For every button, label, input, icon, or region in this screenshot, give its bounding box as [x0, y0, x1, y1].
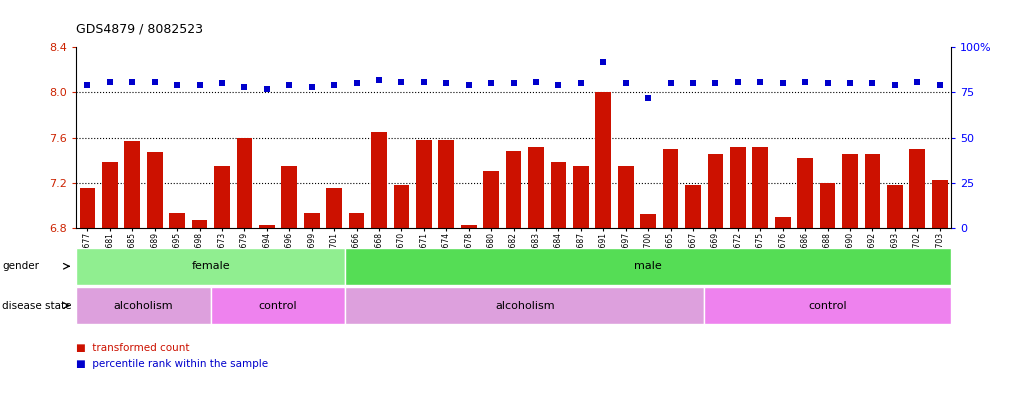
Bar	[146, 152, 163, 228]
Point	[236, 84, 252, 90]
Bar	[346, 287, 704, 324]
Bar	[641, 215, 656, 228]
Bar	[753, 147, 768, 228]
Bar	[211, 287, 346, 324]
Point	[146, 78, 163, 84]
Point	[617, 80, 634, 86]
Bar	[282, 166, 297, 228]
Bar	[932, 180, 948, 228]
Point	[775, 80, 791, 86]
Bar	[79, 188, 96, 228]
Text: male: male	[635, 261, 662, 271]
Point	[124, 78, 140, 84]
Bar	[371, 132, 386, 228]
Point	[550, 82, 566, 88]
Text: gender: gender	[2, 261, 39, 271]
Text: alcoholism: alcoholism	[495, 301, 554, 310]
Point	[79, 82, 96, 88]
Text: control: control	[258, 301, 297, 310]
Bar	[887, 185, 903, 228]
Point	[842, 80, 858, 86]
Bar	[708, 154, 723, 228]
Bar	[326, 188, 342, 228]
Point	[528, 78, 544, 84]
Point	[349, 80, 365, 86]
Point	[416, 78, 432, 84]
Point	[102, 78, 118, 84]
Bar	[102, 162, 118, 228]
Bar	[595, 92, 611, 228]
Bar	[550, 162, 566, 228]
Point	[932, 82, 948, 88]
Bar	[797, 158, 813, 228]
Point	[394, 78, 410, 84]
Text: ■  transformed count: ■ transformed count	[76, 343, 190, 353]
Bar	[573, 166, 589, 228]
Bar	[618, 166, 634, 228]
Bar	[76, 287, 211, 324]
Point	[281, 82, 297, 88]
Point	[640, 95, 656, 101]
Point	[909, 78, 925, 84]
Point	[483, 80, 499, 86]
Text: disease state: disease state	[2, 301, 71, 310]
Point	[684, 80, 701, 86]
Point	[573, 80, 589, 86]
Point	[797, 78, 814, 84]
Bar	[237, 138, 252, 228]
Bar	[215, 166, 230, 228]
Bar	[864, 154, 881, 228]
Point	[371, 77, 387, 83]
Bar	[483, 171, 499, 228]
Point	[820, 80, 836, 86]
Point	[707, 80, 723, 86]
Bar	[438, 140, 455, 228]
Bar	[820, 183, 835, 228]
Text: GDS4879 / 8082523: GDS4879 / 8082523	[76, 22, 203, 35]
Text: control: control	[809, 301, 847, 310]
Point	[461, 82, 477, 88]
Bar	[704, 287, 951, 324]
Text: ■  percentile rank within the sample: ■ percentile rank within the sample	[76, 358, 268, 369]
Bar	[76, 248, 346, 285]
Point	[753, 78, 769, 84]
Bar	[528, 147, 544, 228]
Point	[505, 80, 522, 86]
Bar	[349, 213, 364, 228]
Bar	[842, 154, 857, 228]
Point	[438, 80, 455, 86]
Point	[595, 59, 611, 65]
Point	[258, 86, 275, 92]
Bar	[192, 220, 207, 228]
Bar	[259, 224, 275, 228]
Bar	[124, 141, 140, 228]
Bar	[170, 213, 185, 228]
Bar	[909, 149, 925, 228]
Point	[191, 82, 207, 88]
Bar	[416, 140, 432, 228]
Point	[214, 80, 230, 86]
Point	[730, 78, 746, 84]
Bar	[394, 185, 409, 228]
Point	[169, 82, 185, 88]
Bar	[505, 151, 522, 228]
Bar	[663, 149, 678, 228]
Point	[326, 82, 343, 88]
Bar	[304, 213, 319, 228]
Point	[864, 80, 881, 86]
Bar	[346, 248, 951, 285]
Text: female: female	[191, 261, 230, 271]
Bar	[775, 217, 790, 228]
Point	[304, 84, 320, 90]
Bar	[461, 224, 477, 228]
Point	[887, 82, 903, 88]
Text: alcoholism: alcoholism	[114, 301, 173, 310]
Bar	[685, 185, 701, 228]
Point	[662, 80, 678, 86]
Bar	[730, 147, 745, 228]
